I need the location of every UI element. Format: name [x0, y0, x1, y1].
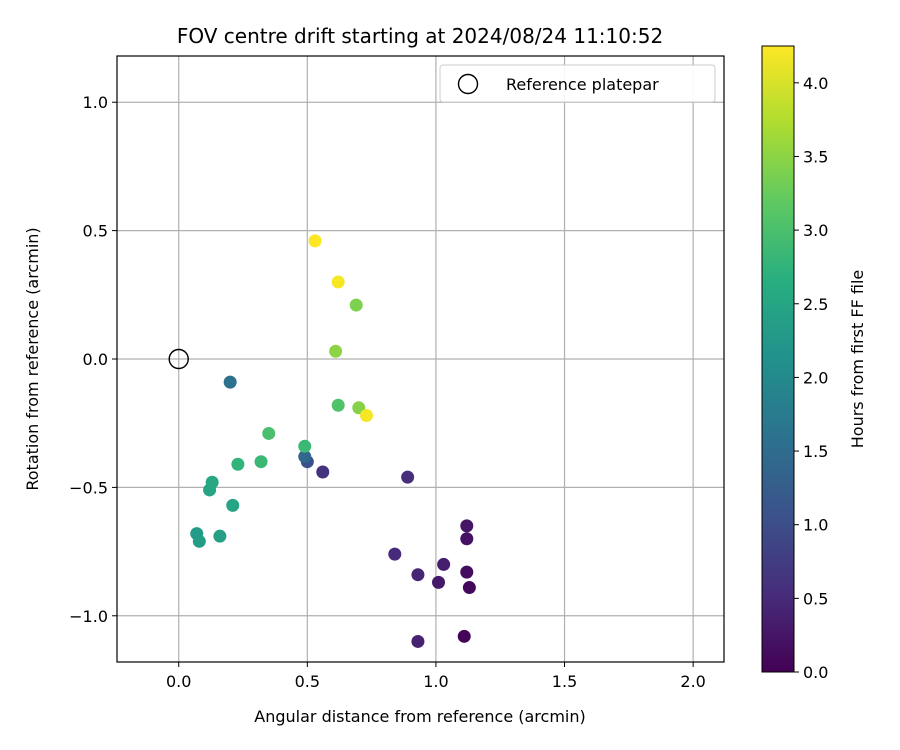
y-tick-label: −1.0 [69, 607, 108, 626]
y-tick-label: −0.5 [69, 478, 108, 497]
data-point [298, 450, 312, 464]
legend-marker [457, 73, 479, 95]
colorbar-tick-label: 0.5 [803, 589, 828, 608]
colorbar-tick-label: 3.0 [803, 221, 828, 240]
y-tick-label: 0.0 [83, 350, 108, 369]
data-point [226, 498, 240, 512]
colorbar-ticks: 0.0 0.5 1.0 1.5 2.0 2.5 3.0 3.5 4.0 [794, 74, 828, 682]
data-point [331, 275, 345, 289]
data-point [349, 298, 363, 312]
colorbar-label: Hours from first FF file [848, 270, 867, 449]
x-tick-label: 0.0 [166, 672, 191, 691]
legend-box [439, 64, 716, 103]
data-points [190, 234, 476, 648]
data-point [462, 581, 476, 595]
x-tick-label: 0.5 [295, 672, 320, 691]
data-point [213, 529, 227, 543]
y-axis-label: Rotation from reference (arcmin) [23, 227, 42, 490]
data-point [298, 439, 312, 453]
data-point [460, 565, 474, 579]
data-point [308, 234, 322, 248]
data-point [457, 629, 471, 643]
colorbar: 0.0 0.5 1.0 1.5 2.0 2.5 3.0 3.5 4.0 Hours from f… [761, 45, 867, 682]
data-point [460, 532, 474, 546]
y-tick-label: 1.0 [83, 93, 108, 112]
x-tick-label: 1.0 [423, 672, 448, 691]
data-point [388, 547, 402, 561]
data-point [437, 557, 451, 571]
data-point [329, 344, 343, 358]
legend: Reference platepar [439, 64, 716, 103]
x-tick-label: 2.0 [680, 672, 705, 691]
y-axis-ticks: −1.0 −0.5 0.0 0.5 1.0 [69, 93, 117, 626]
y-tick-label: 0.5 [83, 222, 108, 241]
chart-title: FOV centre drift starting at 2024/08/24 … [177, 24, 663, 48]
colorbar-tick-label: 1.5 [803, 442, 828, 461]
data-point [192, 534, 206, 548]
data-point [262, 426, 276, 440]
data-point [411, 568, 425, 582]
reference-point [168, 348, 189, 370]
data-point [359, 408, 373, 422]
data-point [231, 457, 245, 471]
colorbar-tick-label: 3.5 [803, 147, 828, 166]
colorbar-tick-label: 2.0 [803, 368, 828, 387]
data-point [401, 470, 415, 484]
data-point [411, 634, 425, 648]
reference-marker [168, 348, 189, 370]
legend-entry-label: Reference platepar [506, 75, 659, 94]
data-point [223, 375, 237, 389]
x-axis-ticks: 0.0 0.5 1.0 1.5 2.0 [166, 662, 706, 691]
data-point [254, 455, 268, 469]
colorbar-tick-label: 1.0 [803, 516, 828, 535]
colorbar-tick-label: 4.0 [803, 74, 828, 93]
data-point [460, 519, 474, 533]
data-point [205, 475, 219, 489]
data-point [316, 465, 330, 479]
colorbar-gradient [761, 45, 795, 673]
data-point [331, 398, 345, 412]
colorbar-tick-label: 0.0 [803, 663, 828, 682]
data-point [432, 575, 446, 589]
x-axis-label: Angular distance from reference (arcmin) [254, 707, 585, 726]
colorbar-tick-label: 2.5 [803, 295, 828, 314]
x-tick-label: 1.5 [552, 672, 577, 691]
